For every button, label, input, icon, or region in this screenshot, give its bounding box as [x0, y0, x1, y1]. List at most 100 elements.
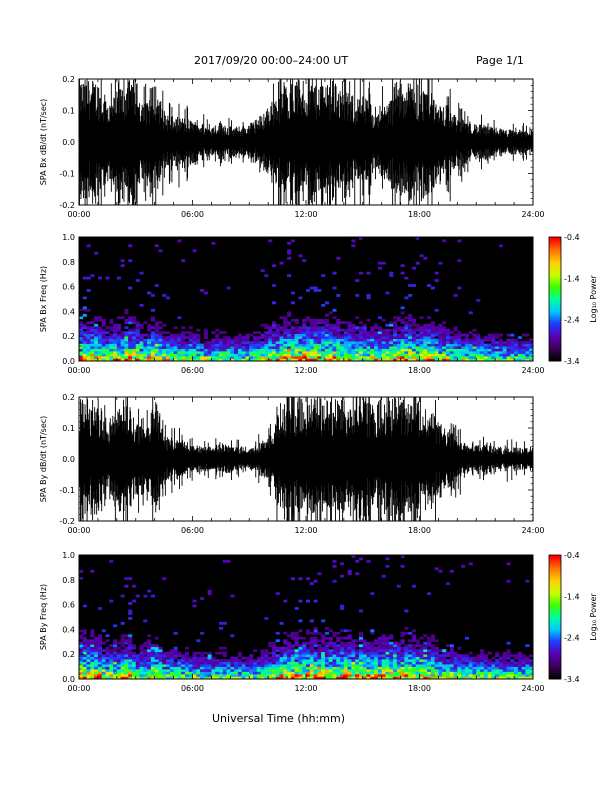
- spectrogram-cell: [245, 661, 250, 665]
- spectrogram-cell: [445, 674, 451, 677]
- spectrogram-cell: [438, 654, 443, 657]
- spectrogram-cell: [430, 646, 435, 650]
- spectrogram-cell: [434, 676, 439, 680]
- spectrogram-cell: [177, 659, 182, 662]
- spectrogram-cell: [385, 333, 390, 337]
- spectrogram-cell: [317, 289, 322, 292]
- spectrogram-cell: [313, 639, 318, 643]
- spectrogram-cell: [166, 331, 171, 335]
- spectrogram-cell: [476, 356, 481, 359]
- spectrogram-cell: [279, 261, 284, 265]
- spectrogram-cell: [434, 346, 439, 349]
- spectrogram-cell: [97, 659, 102, 662]
- spectrogram-cell: [294, 607, 299, 610]
- spectrogram-cell: [116, 328, 121, 332]
- spectrogram-cell: [430, 286, 435, 290]
- spectrogram-cell: [514, 664, 519, 667]
- spectrogram-cell: [226, 664, 231, 667]
- spectrogram-cell: [302, 669, 307, 672]
- spectrogram-cell: [434, 651, 439, 655]
- spectrogram-cell: [79, 649, 84, 653]
- spectrogram-cell: [400, 331, 405, 335]
- spectrogram-cell: [521, 351, 526, 354]
- spectrogram-cell: [525, 358, 530, 362]
- spectrogram-cell: [502, 351, 507, 354]
- spectrogram-cell: [120, 264, 125, 268]
- spectrogram-cell: [90, 639, 95, 643]
- spectrogram-cell: [101, 353, 106, 357]
- spectrogram-cell: [90, 641, 95, 645]
- spectrogram-cell: [355, 351, 360, 354]
- spectrogram-cell: [128, 341, 133, 344]
- spectrogram-cell: [203, 676, 208, 680]
- spectrogram-cell: [94, 659, 99, 662]
- spectrogram-cell: [188, 656, 193, 660]
- spectrogram-cell: [374, 333, 379, 337]
- spectrogram-cell: [385, 664, 390, 667]
- spectrogram-cell: [131, 343, 137, 347]
- spectrogram-cell: [438, 343, 443, 347]
- spectrogram-cell: [442, 338, 447, 342]
- spectrogram-cell: [218, 659, 224, 662]
- spectrogram-cell: [283, 661, 288, 665]
- spectrogram-cell: [196, 671, 201, 675]
- spectrogram-cell: [324, 341, 329, 344]
- spectrogram-cell: [362, 644, 367, 648]
- spectrogram-cell: [139, 341, 144, 344]
- spectrogram-cell: [483, 336, 488, 339]
- spectrogram-cell: [124, 659, 129, 662]
- spectrogram-cell: [181, 333, 186, 337]
- spectrogram-cell: [162, 343, 167, 347]
- spectrogram-cell: [302, 321, 307, 325]
- colorbar-segment: [549, 561, 561, 564]
- spectrogram-cell: [340, 659, 345, 662]
- spectrogram-cell: [309, 348, 314, 352]
- spectrogram-cell: [328, 641, 333, 645]
- spectrogram-cell: [366, 559, 371, 563]
- spectrogram-cell: [271, 301, 277, 305]
- spectrogram-cell: [449, 674, 454, 677]
- spectrogram-cell: [430, 341, 435, 344]
- spectrogram-cell: [495, 353, 500, 357]
- spectrogram-cell: [351, 356, 356, 359]
- spectrogram-cell: [377, 674, 382, 677]
- spectrogram-cell: [150, 594, 155, 598]
- spectrogram-cell: [94, 336, 99, 339]
- spectrogram-cell: [264, 336, 269, 339]
- spectrogram-cell: [294, 338, 299, 342]
- spectrogram-cell: [169, 664, 174, 667]
- spectrogram-cell: [166, 353, 171, 357]
- spectrogram-cell: [79, 641, 84, 645]
- spectrogram-cell: [154, 351, 159, 354]
- spectrogram-cell: [79, 644, 84, 648]
- spectrogram-cell: [347, 644, 352, 648]
- spectrogram-cell: [275, 356, 280, 359]
- spectrogram-cell: [154, 331, 159, 335]
- spectrogram-cell: [385, 654, 390, 657]
- spectrogram-cell: [283, 343, 288, 347]
- spectrogram-cell: [283, 331, 288, 335]
- spectrogram-cell: [321, 303, 326, 307]
- x-tick-label: 00:00: [67, 684, 90, 693]
- spectrogram-cell: [222, 358, 227, 362]
- spectrogram-cell: [483, 661, 488, 665]
- spectrogram-cell: [166, 664, 171, 667]
- spectrogram-cell: [298, 674, 303, 677]
- spectrogram-cell: [245, 353, 250, 357]
- spectrogram-cell: [442, 346, 447, 349]
- spectrogram-cell: [222, 353, 227, 357]
- spectrogram-cell: [358, 348, 364, 352]
- spectrogram-cell: [411, 346, 417, 349]
- spectrogram-cell: [287, 661, 292, 665]
- spectrogram-cell: [158, 674, 163, 677]
- spectrogram-cell: [377, 656, 382, 660]
- spectrogram-cell: [234, 343, 239, 347]
- spectrogram-cell: [241, 669, 246, 672]
- spectrogram-cell: [461, 341, 466, 344]
- spectrogram-cell: [408, 341, 413, 344]
- spectrogram-cell: [173, 326, 178, 330]
- spectrogram-cell: [309, 323, 314, 327]
- spectrogram-cell: [445, 664, 451, 667]
- spectrogram-cell: [351, 664, 356, 667]
